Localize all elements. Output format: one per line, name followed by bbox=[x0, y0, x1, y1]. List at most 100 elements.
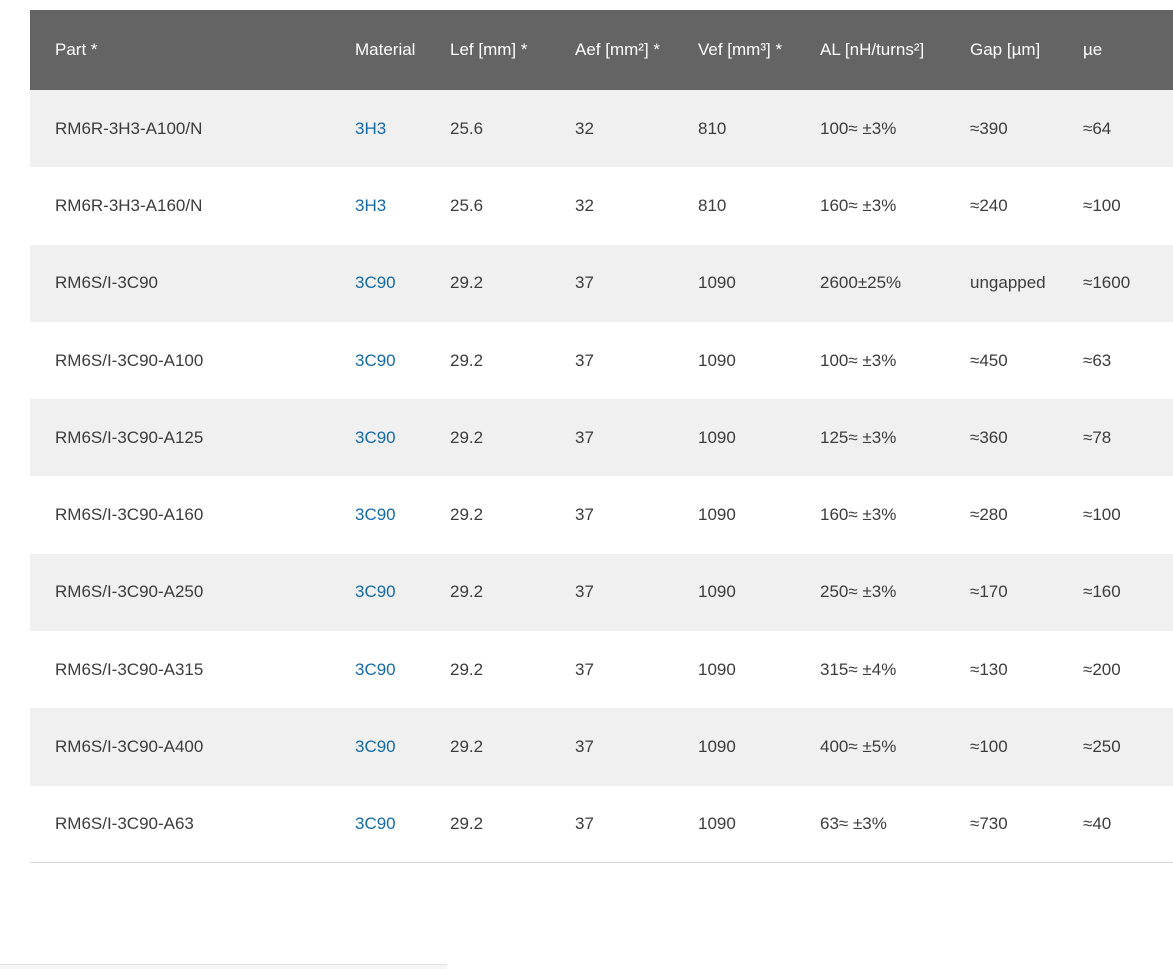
cell-part: RM6R-3H3-A160/N bbox=[55, 195, 203, 215]
table-header-row: Part * Material Lef [mm] * Aef [mm²] * V… bbox=[30, 10, 1173, 90]
cell-al: 100≈ ±3% bbox=[820, 118, 897, 138]
cell-lef: 29.2 bbox=[450, 273, 484, 293]
table-row: RM6S/I-3C90-A400 3C90 29.2 37 1090 400≈ ±5% ≈1… bbox=[30, 708, 1173, 786]
cell-ue: ≈64 bbox=[1083, 118, 1112, 138]
table-row: RM6R-3H3-A160/N 3H3 25.6 32 810 160≈ ±3% ≈240 ≈… bbox=[30, 167, 1173, 245]
material-link[interactable]: 3C90 bbox=[355, 350, 396, 370]
cell-part: RM6S/I-3C90-A125 bbox=[55, 427, 204, 447]
cell-gap: ≈240 bbox=[970, 195, 1008, 215]
cell-al: 125≈ ±3% bbox=[820, 427, 897, 447]
cell-al: 100≈ ±3% bbox=[820, 350, 897, 370]
cell-material: 3C90 bbox=[340, 554, 435, 631]
material-link[interactable]: 3H3 bbox=[355, 118, 387, 138]
cell-material: 3H3 bbox=[340, 167, 435, 244]
cell-material: 3C90 bbox=[340, 708, 435, 785]
material-link[interactable]: 3C90 bbox=[355, 659, 396, 679]
cell-material: 3H3 bbox=[340, 90, 435, 167]
table-row: RM6S/I-3C90-A100 3C90 29.2 37 1090 100≈ ±3% ≈4… bbox=[30, 321, 1173, 400]
cell-aef: 37 bbox=[575, 350, 594, 370]
cell-al: 400≈ ±5% bbox=[820, 737, 897, 757]
col-header-aef: Aef [mm²] * bbox=[560, 10, 683, 90]
cell-gap: ≈390 bbox=[970, 118, 1008, 138]
material-link[interactable]: 3C90 bbox=[355, 427, 396, 447]
cell-vef: 1090 bbox=[698, 582, 736, 602]
cell-aef: 37 bbox=[575, 659, 594, 679]
cell-lef: 25.6 bbox=[450, 195, 484, 215]
cell-gap: ≈130 bbox=[970, 659, 1008, 679]
cell-gap: ungapped bbox=[970, 273, 1046, 293]
cell-gap: ≈280 bbox=[970, 505, 1008, 525]
cell-lef: 29.2 bbox=[450, 350, 484, 370]
cell-vef: 1090 bbox=[698, 427, 736, 447]
cell-aef: 32 bbox=[575, 118, 594, 138]
cell-aef: 37 bbox=[575, 273, 594, 293]
cell-ue: ≈250 bbox=[1083, 737, 1121, 757]
cell-material: 3C90 bbox=[340, 399, 435, 476]
cell-vef: 1090 bbox=[698, 659, 736, 679]
cell-aef: 37 bbox=[575, 737, 594, 757]
table-row: RM6S/I-3C90-A315 3C90 29.2 37 1090 315≈ ±4% ≈1… bbox=[30, 631, 1173, 709]
cell-material: 3C90 bbox=[340, 322, 435, 399]
cell-part: RM6R-3H3-A100/N bbox=[55, 118, 203, 138]
cell-al: 63≈ ±3% bbox=[820, 814, 887, 834]
cell-ue: ≈100 bbox=[1083, 195, 1121, 215]
cell-material: 3C90 bbox=[340, 245, 435, 322]
col-header-material: Material bbox=[340, 10, 435, 90]
core-spec-table-container: Part * Material Lef [mm] * Aef [mm²] * V… bbox=[30, 10, 1173, 864]
table-row: RM6S/I-3C90-A63 3C90 29.2 37 1090 63≈ ±3% ≈730… bbox=[30, 785, 1173, 863]
material-link[interactable]: 3C90 bbox=[355, 814, 396, 834]
col-header-al: AL [nH/turns²] bbox=[805, 10, 955, 90]
cell-vef: 810 bbox=[698, 195, 727, 215]
cell-material: 3C90 bbox=[340, 786, 435, 863]
cell-ue: ≈78 bbox=[1083, 427, 1112, 447]
cell-aef: 37 bbox=[575, 582, 594, 602]
cell-aef: 32 bbox=[575, 195, 594, 215]
cell-part: RM6S/I-3C90-A400 bbox=[55, 737, 204, 757]
cell-aef: 37 bbox=[575, 427, 594, 447]
cell-ue: ≈160 bbox=[1083, 582, 1121, 602]
cell-vef: 1090 bbox=[698, 814, 736, 834]
cell-ue: ≈63 bbox=[1083, 350, 1112, 370]
cell-gap: ≈730 bbox=[970, 814, 1008, 834]
cell-lef: 29.2 bbox=[450, 582, 484, 602]
table-row: RM6S/I-3C90-A125 3C90 29.2 37 1090 125≈ ±3% ≈3… bbox=[30, 399, 1173, 477]
cell-al: 2600±25% bbox=[820, 273, 902, 293]
cell-vef: 1090 bbox=[698, 273, 736, 293]
col-header-ue: µe bbox=[1068, 10, 1173, 90]
cell-ue: ≈200 bbox=[1083, 659, 1121, 679]
cell-part: RM6S/I-3C90-A160 bbox=[55, 505, 204, 525]
cell-gap: ≈170 bbox=[970, 582, 1008, 602]
material-link[interactable]: 3C90 bbox=[355, 737, 396, 757]
cell-ue: ≈100 bbox=[1083, 505, 1121, 525]
cell-aef: 37 bbox=[575, 814, 594, 834]
cell-al: 315≈ ±4% bbox=[820, 659, 897, 679]
cell-lef: 29.2 bbox=[450, 505, 484, 525]
material-link[interactable]: 3C90 bbox=[355, 273, 396, 293]
cell-part: RM6S/I-3C90-A100 bbox=[55, 350, 204, 370]
cell-part: RM6S/I-3C90-A250 bbox=[55, 582, 204, 602]
cell-gap: ≈100 bbox=[970, 737, 1008, 757]
material-link[interactable]: 3C90 bbox=[355, 505, 396, 525]
material-link[interactable]: 3H3 bbox=[355, 195, 387, 215]
table-row: RM6S/I-3C90 3C90 29.2 37 1090 2600±25% ungappe… bbox=[30, 244, 1173, 322]
cell-part: RM6S/I-3C90-A63 bbox=[55, 814, 194, 834]
cell-ue: ≈40 bbox=[1083, 814, 1112, 834]
cell-al: 250≈ ±3% bbox=[820, 582, 897, 602]
cell-vef: 1090 bbox=[698, 505, 736, 525]
cell-part: RM6S/I-3C90 bbox=[55, 273, 158, 293]
table-row: RM6S/I-3C90-A250 3C90 29.2 37 1090 250≈ ±3% ≈1… bbox=[30, 553, 1173, 632]
cell-vef: 1090 bbox=[698, 350, 736, 370]
cell-lef: 25.6 bbox=[450, 118, 484, 138]
col-header-lef: Lef [mm] * bbox=[435, 10, 560, 90]
cell-material: 3C90 bbox=[340, 476, 435, 553]
cell-gap: ≈450 bbox=[970, 350, 1008, 370]
cell-lef: 29.2 bbox=[450, 427, 484, 447]
cell-lef: 29.2 bbox=[450, 814, 484, 834]
cell-lef: 29.2 bbox=[450, 659, 484, 679]
cell-vef: 1090 bbox=[698, 737, 736, 757]
col-header-part: Part * bbox=[30, 10, 340, 90]
table-row: RM6S/I-3C90-A160 3C90 29.2 37 1090 160≈ ±3% ≈2… bbox=[30, 476, 1173, 554]
material-link[interactable]: 3C90 bbox=[355, 582, 396, 602]
cell-ue: ≈1600 bbox=[1083, 273, 1131, 293]
